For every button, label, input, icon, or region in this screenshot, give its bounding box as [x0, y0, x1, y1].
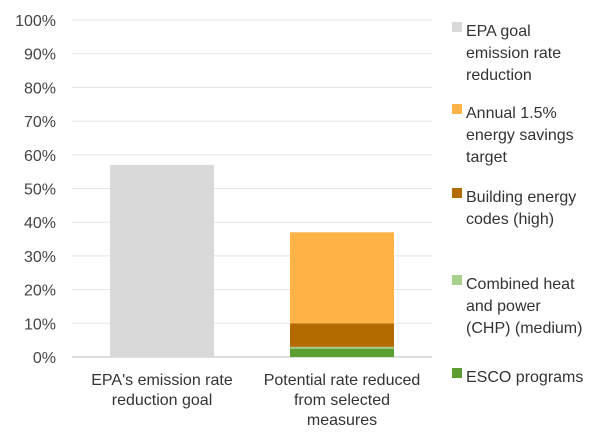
x-axis: EPA's emission rate reduction goal Potenti… [91, 372, 420, 429]
y-tick-label: 40% [24, 215, 56, 232]
legend-swatch [452, 275, 462, 285]
y-tick-label: 10% [24, 316, 56, 333]
legend-swatch [452, 188, 462, 198]
y-tick-label: 90% [24, 47, 56, 64]
y-tick-label: 20% [24, 283, 56, 300]
y-tick-label: 0% [33, 350, 56, 367]
y-tick-label: 100% [15, 13, 56, 30]
legend: EPA goal emission rate reduction Annual 1.5… [452, 22, 583, 386]
bar-segment [290, 232, 394, 324]
legend-label: Combined heat and power (CHP) (medium) [466, 276, 582, 337]
bar-segment [290, 346, 394, 349]
legend-label: Annual 1.5% energy savings target [466, 105, 574, 166]
legend-swatch [452, 104, 462, 114]
bar-segment [110, 164, 214, 357]
legend-swatch [452, 368, 462, 378]
bars [110, 164, 394, 357]
x-category-label: Potential rate reduced from selected measu… [264, 372, 421, 429]
legend-swatch [452, 22, 462, 32]
legend-label: ESCO programs [466, 369, 583, 386]
legend-label: Building energy codes (high) [466, 189, 576, 228]
bar-segment [290, 323, 394, 347]
legend-label: EPA goal emission rate reduction [466, 23, 561, 84]
y-tick-label: 60% [24, 148, 56, 165]
y-tick-label: 70% [24, 114, 56, 131]
x-category-label: EPA's emission rate reduction goal [91, 372, 233, 409]
bar-segment [290, 348, 394, 357]
y-tick-label: 30% [24, 249, 56, 266]
y-axis: 0% 10% 20% 30% 40% 50% 60% 70% 80% 90% 100% [15, 13, 56, 367]
y-tick-label: 80% [24, 80, 56, 97]
y-tick-label: 50% [24, 182, 56, 199]
